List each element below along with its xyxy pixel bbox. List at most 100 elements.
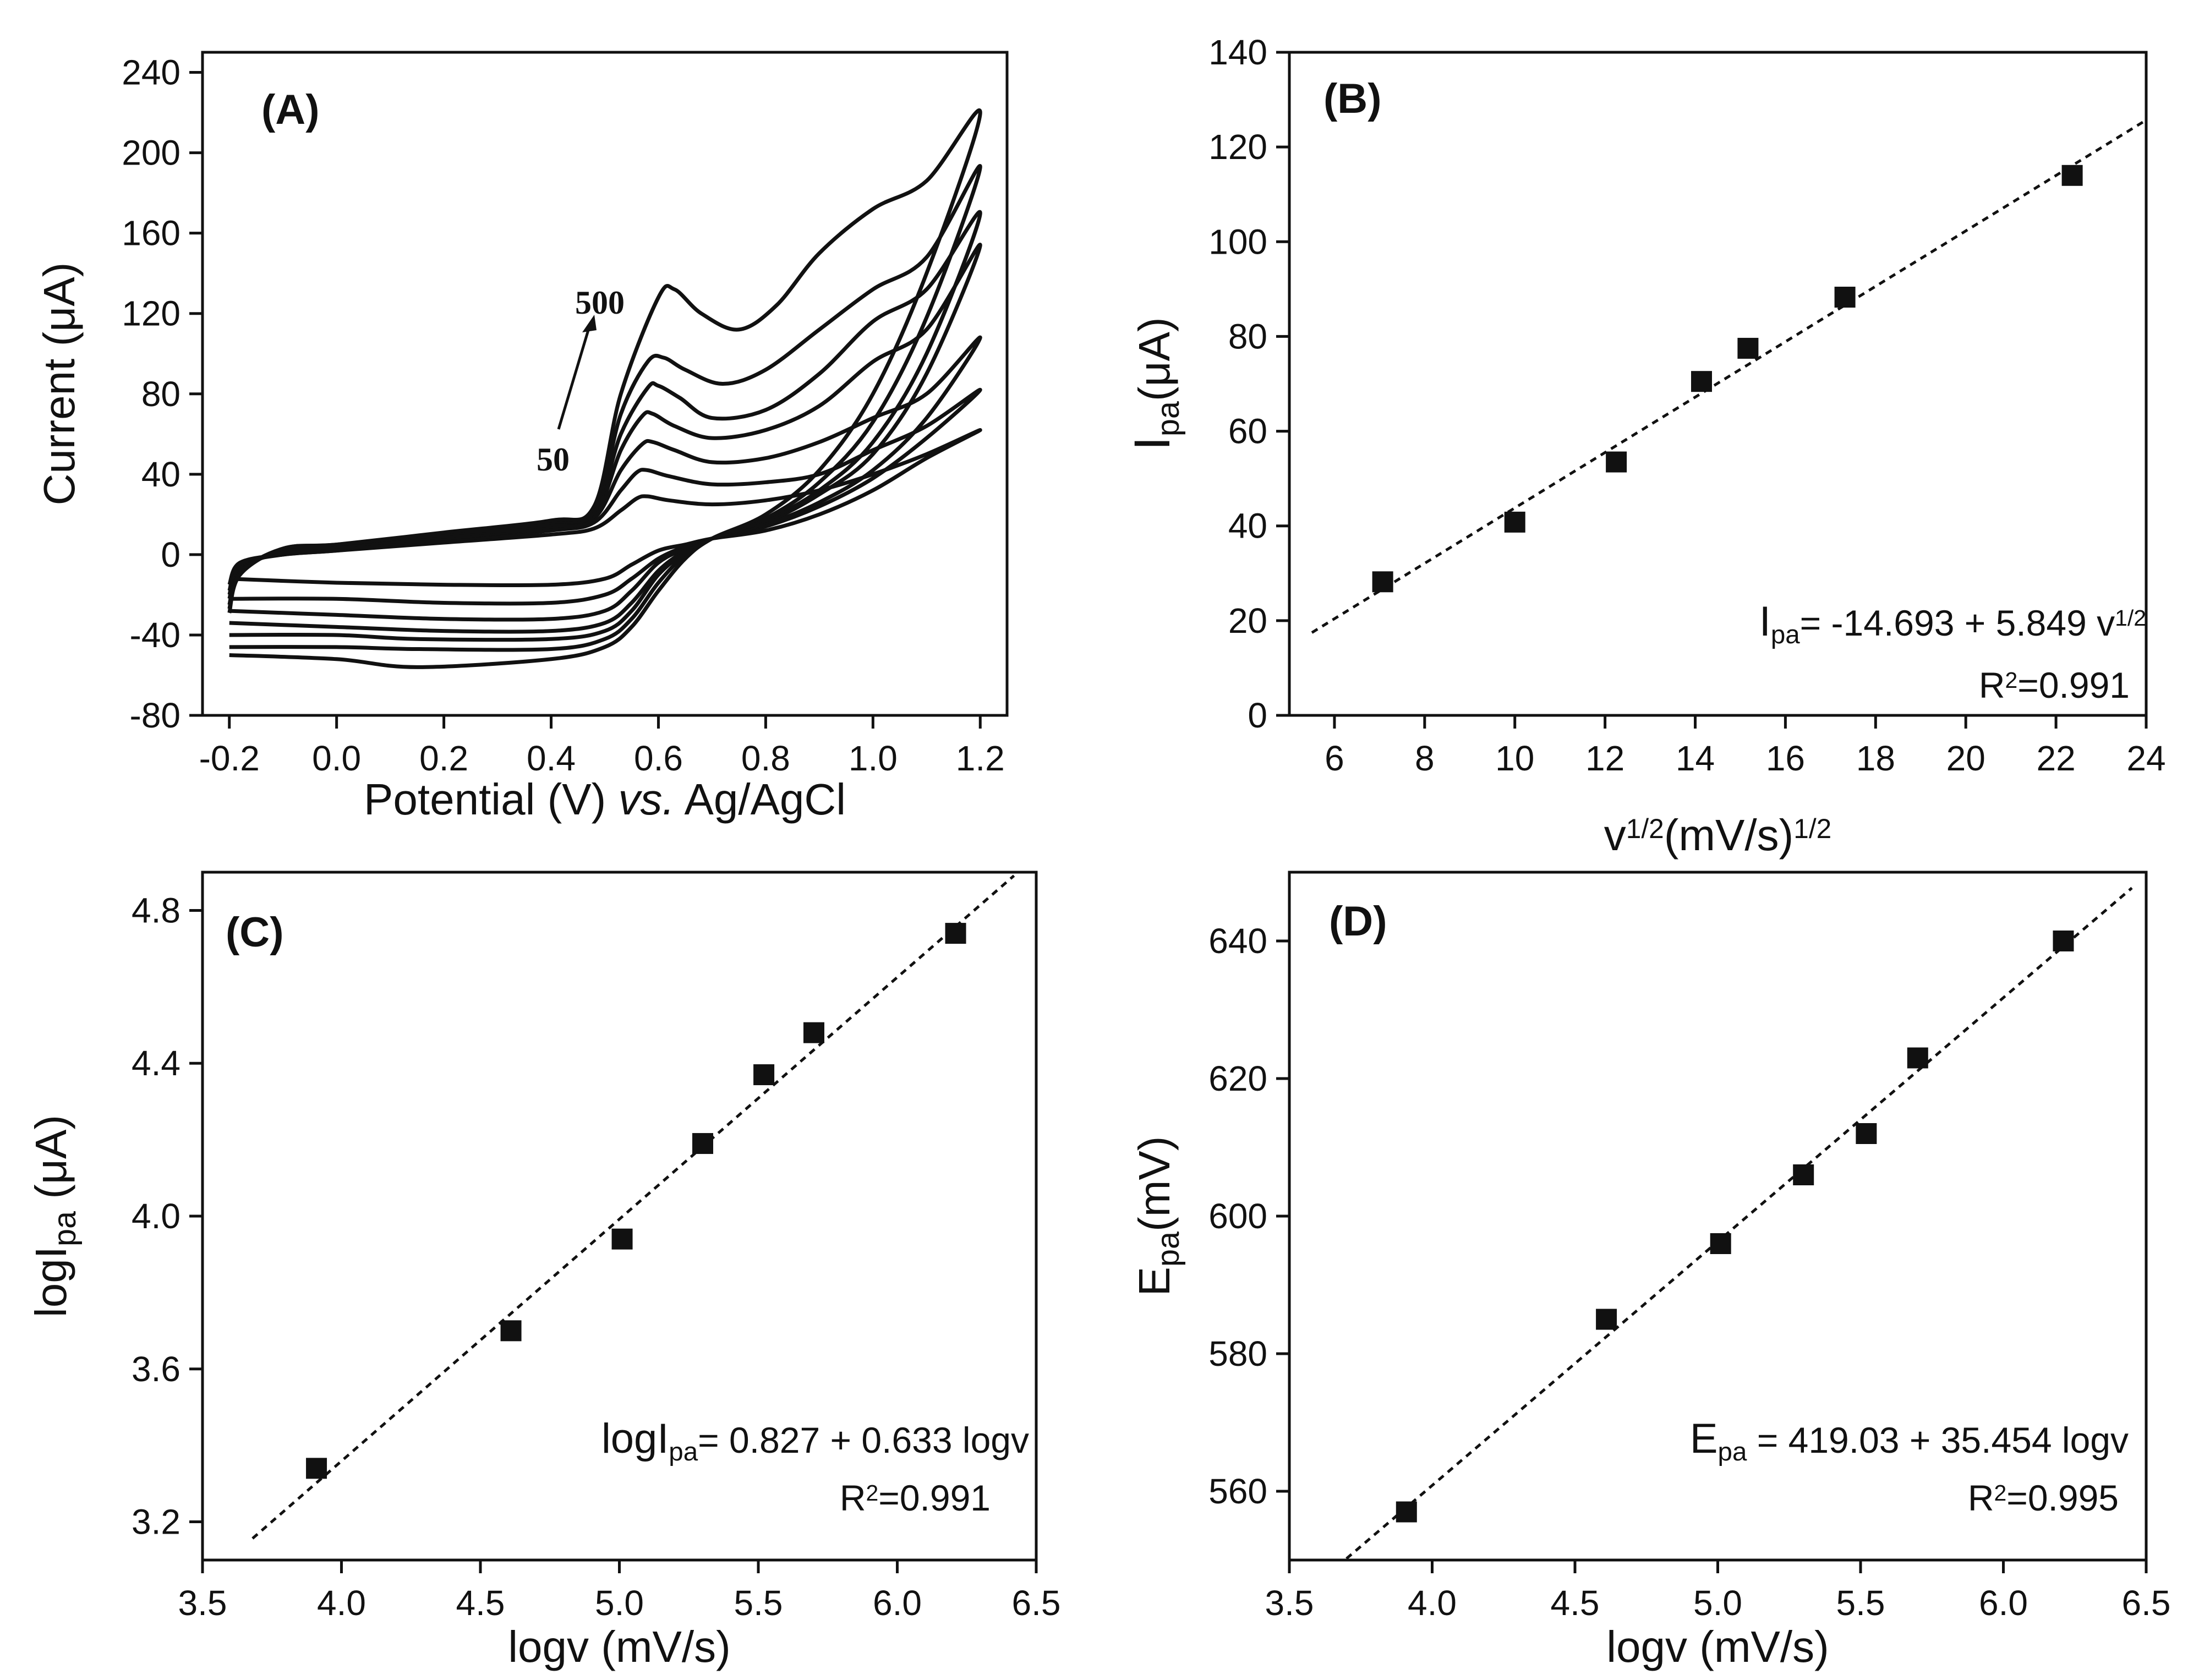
panel-D: 3.5 4.0 4.5 5.0 5.5 6.0 6.5 560 580 600 620 640 (D) E… <box>1130 871 2170 1671</box>
y-tick-label-D: 580 <box>1208 1334 1267 1373</box>
y-tick-label-A: 40 <box>141 455 180 494</box>
data-point-D <box>1793 1164 1814 1185</box>
x-axis-label-D: logv (mV/s) <box>1606 1622 1829 1671</box>
panel-A: -0.2 0.0 0.2 0.4 0.6 0.8 1.0 1.2 -80 -40 0 40 80 120 1… <box>35 51 1009 824</box>
x-tick-label-B: 16 <box>1766 738 1805 778</box>
y-tick-label-A: -80 <box>130 696 181 735</box>
data-point-B <box>1737 337 1759 359</box>
fit-equation-C: logIpa= 0.827 + 0.633 logv <box>601 1415 1029 1466</box>
x-tick-label-B: 12 <box>1585 738 1624 778</box>
y-axis-label-A: Current (μA) <box>35 262 84 506</box>
x-tick-label-D: 4.5 <box>1551 1583 1600 1623</box>
y-tick-label-B: 0 <box>1248 696 1267 735</box>
x-tick-label-D: 3.5 <box>1265 1583 1314 1623</box>
y-axis-label-B: Ipa(μA) <box>1124 317 1186 450</box>
data-point-D <box>1907 1047 1928 1069</box>
r-squared-C: R2=0.991 <box>840 1477 991 1518</box>
panel-label-A: (A) <box>261 86 320 133</box>
y-tick-label-A: 200 <box>122 133 180 173</box>
x-tick-label-B: 8 <box>1415 738 1435 778</box>
y-tick-label-D: 620 <box>1208 1059 1267 1098</box>
y-tick-label-B: 120 <box>1208 127 1267 167</box>
cv-curve <box>227 108 982 669</box>
cv-curve <box>227 164 982 652</box>
data-point-B <box>1504 511 1525 533</box>
y-tick-label-B: 20 <box>1228 601 1267 641</box>
x-tick-label-B: 18 <box>1856 738 1895 778</box>
y-tick-label-A: 160 <box>122 214 180 253</box>
y-axis-label-C: logIpa (μA) <box>26 1115 83 1317</box>
fit-line-C <box>251 874 1015 1540</box>
data-point-B <box>1606 451 1627 473</box>
data-point-B <box>1372 571 1393 593</box>
cv-curve <box>227 210 982 642</box>
data-point-B <box>2061 165 2083 186</box>
x-tick-label-A: 1.2 <box>956 738 1005 778</box>
x-tick-label-A: 0.0 <box>312 738 361 778</box>
y-tick-label-B: 60 <box>1228 412 1267 451</box>
data-point-D <box>2053 931 2074 951</box>
axes-frame-A <box>201 51 1009 717</box>
y-tick-label-A: 120 <box>122 294 180 333</box>
x-tick-label-C: 5.0 <box>595 1583 644 1623</box>
data-point-C <box>500 1320 522 1342</box>
panel-B: 6 8 10 12 14 16 18 20 22 24 0 20 40 60 80 100 120 140 (B) I… <box>1124 32 2166 860</box>
fit-equation-D: Epa = 419.03 + 35.454 logv <box>1690 1415 2129 1466</box>
arrow-head-icon <box>582 315 597 332</box>
x-tick-label-A: 0.4 <box>527 738 576 778</box>
y-tick-label-C: 4.8 <box>132 890 180 930</box>
x-tick-label-C: 3.5 <box>178 1583 227 1623</box>
x-tick-label-C: 5.5 <box>734 1583 783 1623</box>
scan-rate-arrow <box>557 324 592 430</box>
x-tick-label-A: 1.0 <box>849 738 898 778</box>
y-tick-label-A: -40 <box>130 615 181 655</box>
panel-label-B: (B) <box>1323 75 1382 122</box>
y-tick-label-C: 4.4 <box>132 1043 180 1083</box>
x-tick-label-C: 4.0 <box>317 1583 366 1623</box>
panel-C: 3.5 4.0 4.5 5.0 5.5 6.0 6.5 3.2 3.6 4.0 4.4 4.8 (C) l… <box>26 871 1060 1671</box>
r-squared-D: R2=0.995 <box>1968 1477 2119 1518</box>
data-point-B <box>1691 371 1712 392</box>
axes-frame-B <box>1288 51 2148 717</box>
y-tick-label-C: 3.6 <box>132 1349 180 1389</box>
x-tick-label-A: 0.6 <box>634 738 683 778</box>
data-point-D <box>1396 1501 1417 1523</box>
y-tick-label-A: 240 <box>122 53 180 92</box>
r-squared-B: R2=0.991 <box>1979 665 2130 705</box>
data-point-D <box>1596 1309 1617 1330</box>
cv-curve <box>227 428 982 588</box>
y-axis-label-D: Epa(mV) <box>1130 1136 1186 1296</box>
x-tick-label-B: 20 <box>1946 738 1985 778</box>
scan-rate-low-label: 50 <box>537 441 570 478</box>
fit-equation-B: Ipa= -14.693 + 5.849 v1/2 <box>1759 598 2146 649</box>
y-tick-label-D: 600 <box>1208 1196 1267 1236</box>
y-tick-label-B: 140 <box>1208 32 1267 72</box>
data-point-C <box>753 1064 775 1086</box>
x-tick-label-A: -0.2 <box>199 738 260 778</box>
data-point-C <box>945 923 966 944</box>
panel-label-D: (D) <box>1329 898 1387 945</box>
panel-label-C: (C) <box>226 909 284 956</box>
y-tick-label-D: 560 <box>1208 1471 1267 1511</box>
y-tick-label-D: 640 <box>1208 921 1267 961</box>
fit-line-D <box>1345 886 2133 1560</box>
data-point-C <box>803 1022 824 1043</box>
data-point-B <box>1834 286 1856 308</box>
x-axis-label-C: logv (mV/s) <box>508 1622 731 1671</box>
scan-rate-high-label: 500 <box>575 284 625 321</box>
data-point-C <box>306 1458 327 1479</box>
fit-line-B <box>1311 119 2147 634</box>
x-tick-label-C: 4.5 <box>456 1583 505 1623</box>
x-tick-label-A: 0.8 <box>741 738 790 778</box>
y-tick-label-B: 80 <box>1228 316 1267 356</box>
x-tick-label-D: 4.0 <box>1408 1583 1457 1623</box>
x-axis-label-A: Potential (V) vs. Ag/AgCl <box>364 775 846 824</box>
data-point-D <box>1856 1123 1877 1144</box>
data-point-C <box>692 1133 713 1154</box>
x-axis-label-B: v1/2(mV/s)1/2 <box>1604 811 1831 860</box>
y-tick-label-B: 40 <box>1228 506 1267 546</box>
y-tick-label-C: 4.0 <box>132 1196 180 1236</box>
x-tick-label-B: 22 <box>2037 738 2076 778</box>
y-tick-label-C: 3.2 <box>132 1502 180 1542</box>
